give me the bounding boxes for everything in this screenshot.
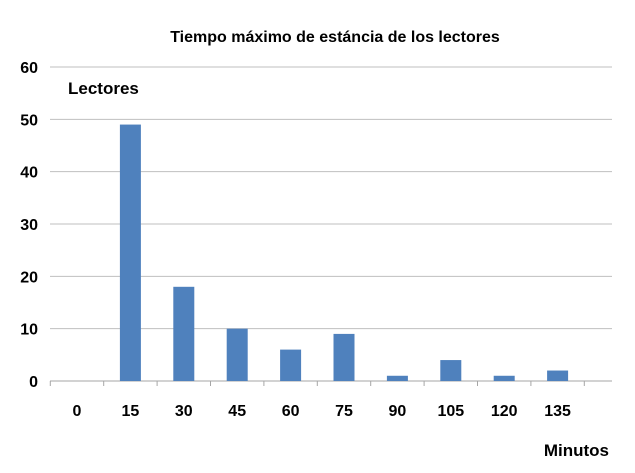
x-tick-label-75: 75 — [335, 403, 353, 420]
bar-105 — [440, 360, 462, 381]
y-tick-label-10: 10 — [20, 322, 38, 339]
x-tick-label-105: 105 — [437, 403, 464, 420]
y-tick-label-30: 30 — [20, 217, 38, 234]
bars — [119, 124, 569, 382]
y-axis-label: Lectores — [68, 79, 139, 98]
y-tick-label-20: 20 — [20, 269, 38, 286]
chart-title: Tiempo máximo de estáncia de los lectore… — [170, 29, 500, 46]
x-tick-label-0: 0 — [73, 403, 82, 420]
bar-120 — [493, 375, 515, 381]
bar-90 — [386, 375, 408, 381]
bar-60 — [280, 349, 302, 381]
y-tick-labels: 0 10 20 30 40 50 60 — [20, 60, 38, 391]
y-tick-label-0: 0 — [29, 374, 38, 391]
x-tick-label-120: 120 — [491, 403, 518, 420]
x-tick-label-15: 15 — [122, 403, 140, 420]
gridlines — [49, 66, 612, 386]
bar-30 — [173, 286, 195, 381]
x-tick-label-45: 45 — [228, 403, 246, 420]
y-tick-label-60: 60 — [20, 60, 38, 77]
bar-75 — [333, 333, 355, 381]
y-tick-label-40: 40 — [20, 165, 38, 182]
bar-135 — [547, 370, 569, 381]
y-tick-label-50: 50 — [20, 112, 38, 129]
bar-15 — [119, 124, 141, 382]
x-tick-label-90: 90 — [389, 403, 407, 420]
x-tick-labels: 0 15 30 45 60 75 90 105 120 135 — [73, 403, 571, 420]
x-tick-label-30: 30 — [175, 403, 193, 420]
bar-45 — [226, 328, 248, 381]
x-tick-label-135: 135 — [544, 403, 571, 420]
x-axis-label: Minutos — [544, 441, 609, 460]
x-tick-label-60: 60 — [282, 403, 300, 420]
